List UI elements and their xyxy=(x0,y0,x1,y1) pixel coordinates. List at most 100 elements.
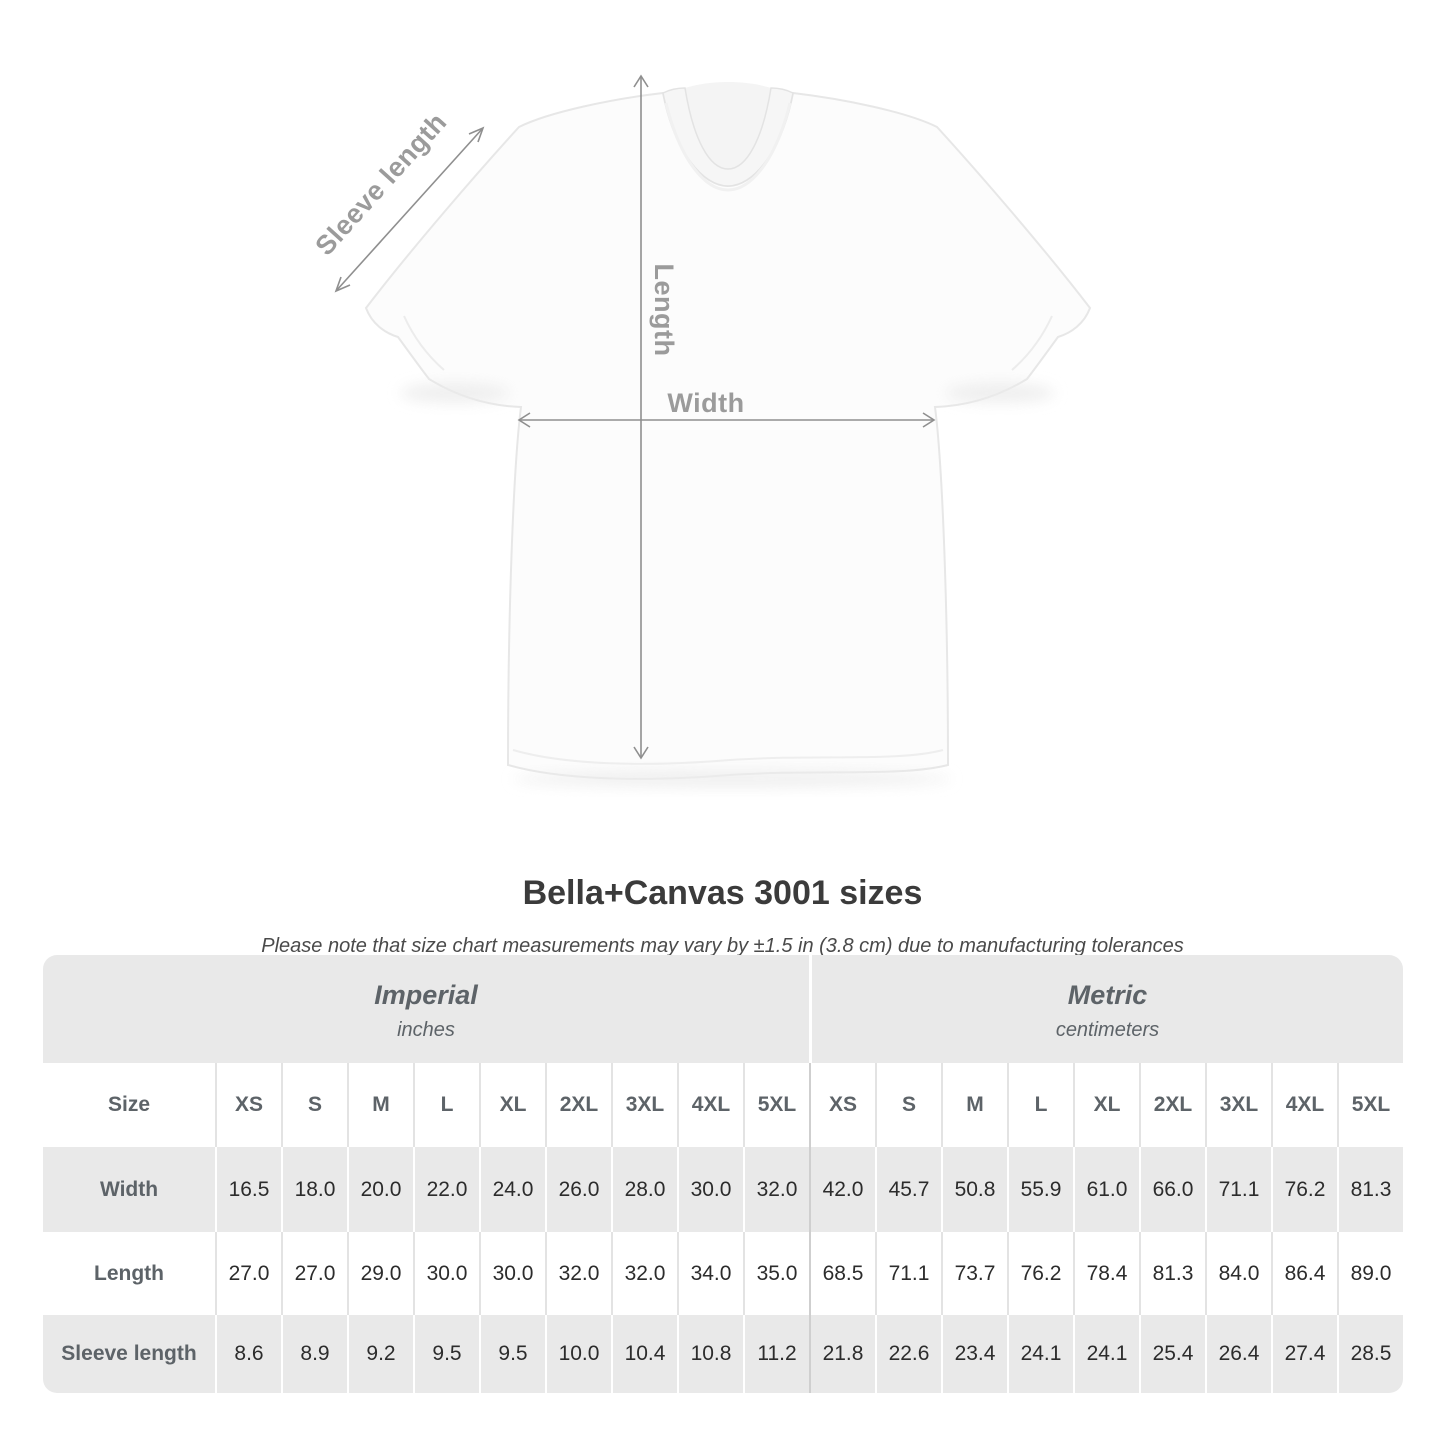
table-cell: 81.3 xyxy=(1337,1147,1403,1232)
metric-title: Metric xyxy=(1067,980,1148,1010)
table-cell: 28.5 xyxy=(1337,1315,1403,1393)
size-col-header: 3XL xyxy=(1205,1063,1271,1147)
size-col-header: XL xyxy=(1073,1063,1139,1147)
hem-shadow xyxy=(512,771,952,787)
left-cuff-shadow xyxy=(400,383,510,403)
tshirt-diagram-svg: Sleeve length Length Width xyxy=(309,74,1092,787)
imperial-title: Imperial xyxy=(374,980,478,1010)
table-cell: 24.0 xyxy=(479,1147,545,1232)
length-label: Length xyxy=(649,264,679,357)
metric-unit: centimeters xyxy=(1055,1019,1160,1041)
page-subtitle: Please note that size chart measurements… xyxy=(261,935,1184,957)
table-cell: 32.0 xyxy=(611,1232,677,1315)
tshirt-backneck xyxy=(685,82,771,169)
size-chart-table: Imperial inches Metric centimeters Size … xyxy=(43,955,1403,1393)
table-cell: 10.8 xyxy=(677,1315,743,1393)
table-cell: 30.0 xyxy=(413,1232,479,1315)
size-col-header: 4XL xyxy=(677,1063,743,1147)
length-row: Length 27.0 27.0 29.0 30.0 30.0 32.0 32.… xyxy=(43,1232,1403,1315)
table-cell: 9.2 xyxy=(347,1315,413,1393)
sleeve-length-row: Sleeve length 8.6 8.9 9.2 9.5 9.5 10.0 1… xyxy=(43,1315,1403,1393)
size-row-label: Size xyxy=(107,1093,151,1116)
table-cell: 35.0 xyxy=(743,1232,809,1315)
table-cell: 89.0 xyxy=(1337,1232,1403,1315)
left-cuff-seam xyxy=(403,315,445,371)
table-cell: 55.9 xyxy=(1007,1147,1073,1232)
size-col-header: 5XL xyxy=(743,1063,809,1147)
table-cell: 29.0 xyxy=(347,1232,413,1315)
tshirt-body xyxy=(364,91,1092,780)
hem-seam xyxy=(512,749,944,765)
table-cell: 27.0 xyxy=(281,1232,347,1315)
table-cell: 21.8 xyxy=(809,1315,875,1393)
size-col-header: 4XL xyxy=(1271,1063,1337,1147)
table-cell: 27.4 xyxy=(1271,1315,1337,1393)
size-col-header: M xyxy=(941,1063,1007,1147)
sleeve-length-arrow xyxy=(334,126,485,293)
table-cell: 20.0 xyxy=(347,1147,413,1232)
table-cell: 32.0 xyxy=(743,1147,809,1232)
size-col-header: 3XL xyxy=(611,1063,677,1147)
table-cell: 34.0 xyxy=(677,1232,743,1315)
length-arrow xyxy=(633,74,649,760)
size-col-header: XL xyxy=(479,1063,545,1147)
table-cell: 73.7 xyxy=(941,1232,1007,1315)
table-cell: 26.4 xyxy=(1205,1315,1271,1393)
size-col-header: M xyxy=(347,1063,413,1147)
table-cell: 28.0 xyxy=(611,1147,677,1232)
table-cell: 16.5 xyxy=(215,1147,281,1232)
table-cell: 8.9 xyxy=(281,1315,347,1393)
size-col-header: 2XL xyxy=(1139,1063,1205,1147)
table-cell: 76.2 xyxy=(1007,1232,1073,1315)
table-cell: 42.0 xyxy=(809,1147,875,1232)
table-cell: 11.2 xyxy=(743,1315,809,1393)
row-label: Length xyxy=(94,1261,164,1285)
row-label: Sleeve length xyxy=(61,1342,197,1365)
table-cell: 22.6 xyxy=(875,1315,941,1393)
width-label: Width xyxy=(667,388,744,418)
table-cell: 84.0 xyxy=(1205,1232,1271,1315)
table-cell: 45.7 xyxy=(875,1147,941,1232)
size-col-header: 2XL xyxy=(545,1063,611,1147)
width-row: Width 16.5 18.0 20.0 22.0 24.0 26.0 28.0… xyxy=(43,1147,1403,1232)
table-cell: 76.2 xyxy=(1271,1147,1337,1232)
table-cell: 30.0 xyxy=(677,1147,743,1232)
size-col-header: L xyxy=(413,1063,479,1147)
metric-section-header: Metric centimeters xyxy=(812,955,1403,1063)
table-cell: 9.5 xyxy=(479,1315,545,1393)
unit-section-band: Imperial inches Metric centimeters xyxy=(43,955,1403,1063)
tshirt-collar xyxy=(662,87,794,187)
size-diagram: Sleeve length Length Width xyxy=(309,74,1092,787)
size-col-header: 5XL xyxy=(1337,1063,1403,1147)
size-col-header: XS xyxy=(215,1063,281,1147)
table-cell: 61.0 xyxy=(1073,1147,1139,1232)
size-header-row: Size XS S M L XL 2XL 3XL 4XL 5XL XS S M … xyxy=(43,1063,1403,1147)
table-cell: 18.0 xyxy=(281,1147,347,1232)
width-arrow xyxy=(517,412,936,428)
right-cuff-shadow xyxy=(945,383,1055,403)
table-cell: 24.1 xyxy=(1007,1315,1073,1393)
table-cell: 50.8 xyxy=(941,1147,1007,1232)
table-cell: 8.6 xyxy=(215,1315,281,1393)
table-cell: 66.0 xyxy=(1139,1147,1205,1232)
table-cell: 10.0 xyxy=(545,1315,611,1393)
table-cell: 23.4 xyxy=(941,1315,1007,1393)
table-cell: 81.3 xyxy=(1139,1232,1205,1315)
table-cell: 68.5 xyxy=(809,1232,875,1315)
size-col-header: S xyxy=(875,1063,941,1147)
table-cell: 86.4 xyxy=(1271,1232,1337,1315)
imperial-section-header: Imperial inches xyxy=(43,955,809,1063)
table-cell: 71.1 xyxy=(875,1232,941,1315)
table-cell: 25.4 xyxy=(1139,1315,1205,1393)
table-cell: 71.1 xyxy=(1205,1147,1271,1232)
size-col-header: S xyxy=(281,1063,347,1147)
size-col-header: L xyxy=(1007,1063,1073,1147)
table-cell: 22.0 xyxy=(413,1147,479,1232)
tshirt-illustration xyxy=(364,82,1092,787)
table-cell: 24.1 xyxy=(1073,1315,1139,1393)
right-cuff-seam xyxy=(1011,315,1053,371)
table-cell: 32.0 xyxy=(545,1232,611,1315)
table-cell: 30.0 xyxy=(479,1232,545,1315)
table-cell: 78.4 xyxy=(1073,1232,1139,1315)
imperial-unit: inches xyxy=(397,1019,455,1041)
